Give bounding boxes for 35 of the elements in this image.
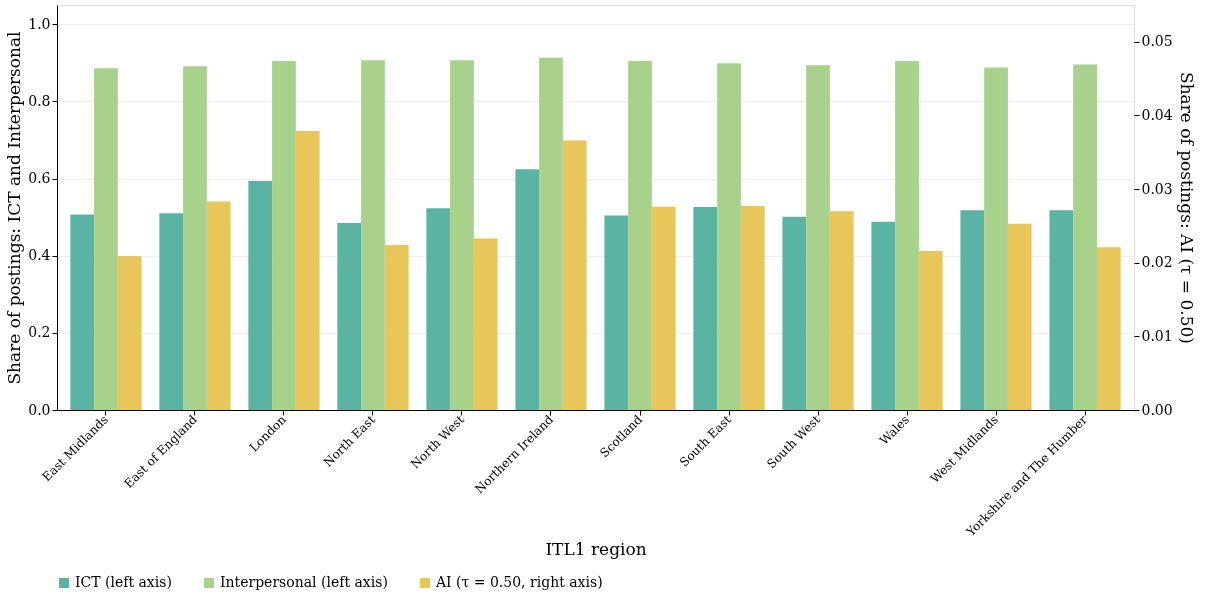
y2-axis-title: Share of postings: AI (τ = 0.50) bbox=[1176, 71, 1197, 345]
y2-tick-label: 0.00 bbox=[1141, 401, 1173, 418]
y2-tick-label: 0.02 bbox=[1141, 254, 1173, 271]
bar bbox=[70, 214, 95, 410]
y-tick-label: 0.6 bbox=[28, 170, 51, 187]
bar bbox=[159, 213, 184, 410]
bar bbox=[782, 216, 807, 410]
y-axis-title: Share of postings: ICT and Interpersonal bbox=[4, 31, 25, 385]
y2-tick-label: 0.03 bbox=[1141, 180, 1173, 197]
y-tick-label: 0.4 bbox=[28, 247, 51, 264]
legend-label: Interpersonal (left axis) bbox=[220, 574, 388, 590]
y2-tick-label: 0.01 bbox=[1141, 327, 1173, 344]
bar bbox=[248, 180, 273, 410]
bar bbox=[361, 60, 385, 410]
bar bbox=[337, 222, 362, 410]
y2-tick-label: 0.05 bbox=[1141, 33, 1173, 50]
y-tick-label: 0.0 bbox=[28, 401, 51, 418]
bar bbox=[604, 215, 629, 410]
y-tick-label: 0.2 bbox=[28, 324, 51, 341]
legend-label: AI (τ = 0.50, right axis) bbox=[435, 574, 603, 590]
bar bbox=[871, 221, 896, 410]
x-axis-title: ITL1 region bbox=[545, 539, 647, 560]
bar bbox=[1073, 64, 1097, 410]
y-tick-label: 0.8 bbox=[28, 92, 51, 109]
bar bbox=[450, 60, 474, 410]
bar bbox=[895, 60, 919, 410]
bar bbox=[94, 68, 118, 410]
legend-label: ICT (left axis) bbox=[75, 574, 172, 590]
bar bbox=[960, 210, 985, 410]
bar bbox=[426, 208, 451, 410]
y2-tick-label: 0.04 bbox=[1141, 106, 1173, 123]
bar bbox=[693, 207, 718, 410]
bar bbox=[1049, 210, 1074, 410]
y-tick-label: 1.0 bbox=[28, 15, 51, 32]
bar bbox=[515, 169, 540, 410]
